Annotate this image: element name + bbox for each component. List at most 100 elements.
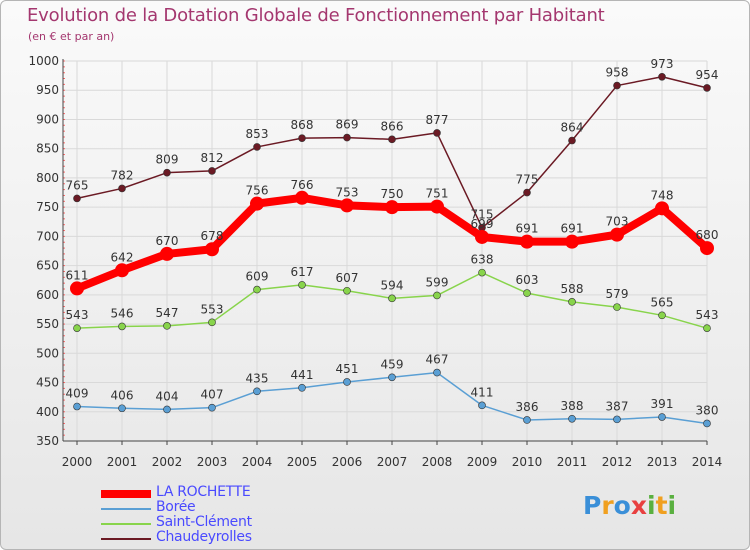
y-tick-label: 850	[36, 142, 59, 156]
data-point-chaudeyrolles	[298, 134, 306, 142]
data-point-la-rochette	[115, 263, 129, 278]
x-tick-label: 2006	[332, 455, 363, 469]
data-label-saint-clement: 638	[471, 253, 494, 267]
data-label-chaudeyrolles: 809	[156, 153, 179, 167]
y-tick-label: 400	[36, 405, 59, 419]
data-point-la-rochette	[250, 196, 264, 211]
data-point-la-rochette	[565, 234, 579, 249]
x-tick-label: 2000	[62, 455, 93, 469]
data-label-boree: 388	[561, 399, 584, 413]
data-point-la-rochette	[385, 200, 399, 215]
data-label-boree: 467	[426, 353, 449, 367]
x-tick-label: 2009	[467, 455, 498, 469]
y-tick-label: 750	[36, 200, 59, 214]
data-label-saint-clement: 603	[516, 273, 539, 287]
legend-label-la-rochette: LA ROCHETTE	[156, 484, 251, 500]
data-label-la-rochette: 642	[111, 250, 134, 264]
data-point-la-rochette	[160, 246, 174, 261]
legend-label-chaudeyrolles: Chaudeyrolles	[156, 529, 252, 545]
data-point-la-rochette	[520, 234, 534, 249]
data-point-la-rochette	[205, 242, 219, 257]
y-tick-label: 800	[36, 171, 59, 185]
logo-letter-x: x	[630, 491, 647, 520]
data-label-saint-clement: 607	[336, 271, 359, 285]
data-point-chaudeyrolles	[658, 72, 666, 81]
data-label-chaudeyrolles: 954	[696, 68, 719, 82]
x-tick-label: 2013	[647, 455, 678, 469]
data-point-la-rochette	[700, 241, 714, 256]
chart-title: Evolution de la Dotation Globale de Fonc…	[27, 5, 605, 26]
data-point-saint-clement	[298, 281, 306, 289]
y-tick-label: 950	[36, 83, 59, 97]
data-label-chaudeyrolles: 866	[381, 119, 404, 133]
data-point-chaudeyrolles	[568, 136, 576, 145]
data-point-boree	[613, 415, 621, 424]
x-tick-label: 2007	[377, 455, 408, 469]
data-label-boree: 409	[66, 387, 89, 401]
legend-label-saint-clement: Saint-Clément	[156, 514, 252, 530]
data-label-boree: 387	[606, 399, 629, 413]
data-point-la-rochette	[295, 190, 309, 205]
data-point-boree	[568, 414, 576, 423]
data-label-la-rochette: 670	[156, 234, 179, 248]
data-label-chaudeyrolles: 782	[111, 168, 134, 182]
x-tick-label: 2010	[512, 455, 543, 469]
data-point-chaudeyrolles	[703, 84, 711, 92]
data-point-saint-clement	[73, 324, 81, 332]
data-point-saint-clement	[613, 303, 621, 311]
data-point-la-rochette	[430, 199, 444, 214]
x-tick-label: 2011	[557, 455, 588, 469]
data-label-la-rochette: 699	[471, 217, 494, 231]
legend-swatch-saint-clement	[101, 523, 151, 525]
data-label-boree: 441	[291, 368, 314, 382]
data-label-boree: 407	[201, 388, 224, 402]
y-tick-label: 450	[36, 376, 59, 390]
logo-letter-i2: i	[667, 491, 677, 520]
y-tick-label: 550	[36, 317, 59, 331]
logo-letter-p: P	[583, 491, 602, 520]
data-point-boree	[343, 378, 351, 386]
data-label-saint-clement: 547	[156, 306, 179, 320]
data-label-la-rochette: 750	[381, 187, 404, 201]
x-tick-label: 2005	[287, 455, 318, 469]
data-point-chaudeyrolles	[208, 167, 216, 175]
data-point-saint-clement	[208, 318, 216, 327]
y-tick-label: 900	[36, 112, 59, 126]
data-point-la-rochette	[610, 227, 624, 242]
x-tick-label: 2012	[602, 455, 633, 469]
data-label-saint-clement: 588	[561, 282, 584, 296]
data-point-la-rochette	[340, 198, 354, 213]
data-label-saint-clement: 609	[246, 270, 269, 284]
data-point-boree	[478, 401, 486, 410]
data-label-chaudeyrolles: 864	[561, 121, 584, 135]
data-point-saint-clement	[478, 268, 486, 277]
data-point-saint-clement	[253, 285, 261, 294]
logo-letter-i1: i	[647, 491, 656, 520]
data-label-boree: 391	[651, 397, 674, 411]
data-point-chaudeyrolles	[388, 135, 396, 144]
chart-subtitle: (en € et par an)	[28, 30, 115, 43]
data-label-chaudeyrolles: 869	[336, 118, 359, 132]
x-tick-label: 2002	[152, 455, 183, 469]
data-point-chaudeyrolles	[118, 184, 126, 193]
y-tick-label: 500	[36, 346, 59, 360]
data-point-saint-clement	[433, 291, 441, 300]
data-point-boree	[388, 373, 396, 382]
data-label-chaudeyrolles: 715	[471, 208, 494, 222]
data-label-chaudeyrolles: 868	[291, 118, 314, 132]
data-label-boree: 411	[471, 385, 494, 399]
data-label-la-rochette: 756	[246, 184, 269, 198]
data-label-saint-clement: 543	[66, 308, 89, 322]
data-point-chaudeyrolles	[73, 194, 81, 203]
data-point-saint-clement	[523, 289, 531, 297]
data-point-saint-clement	[658, 311, 666, 320]
legend-label-boree: Borée	[156, 499, 196, 515]
data-point-saint-clement	[388, 294, 396, 303]
data-label-chaudeyrolles: 812	[201, 151, 224, 165]
data-label-boree: 451	[336, 362, 359, 376]
data-label-la-rochette: 691	[516, 222, 539, 236]
data-label-saint-clement: 594	[381, 278, 404, 292]
data-label-la-rochette: 703	[606, 215, 629, 229]
